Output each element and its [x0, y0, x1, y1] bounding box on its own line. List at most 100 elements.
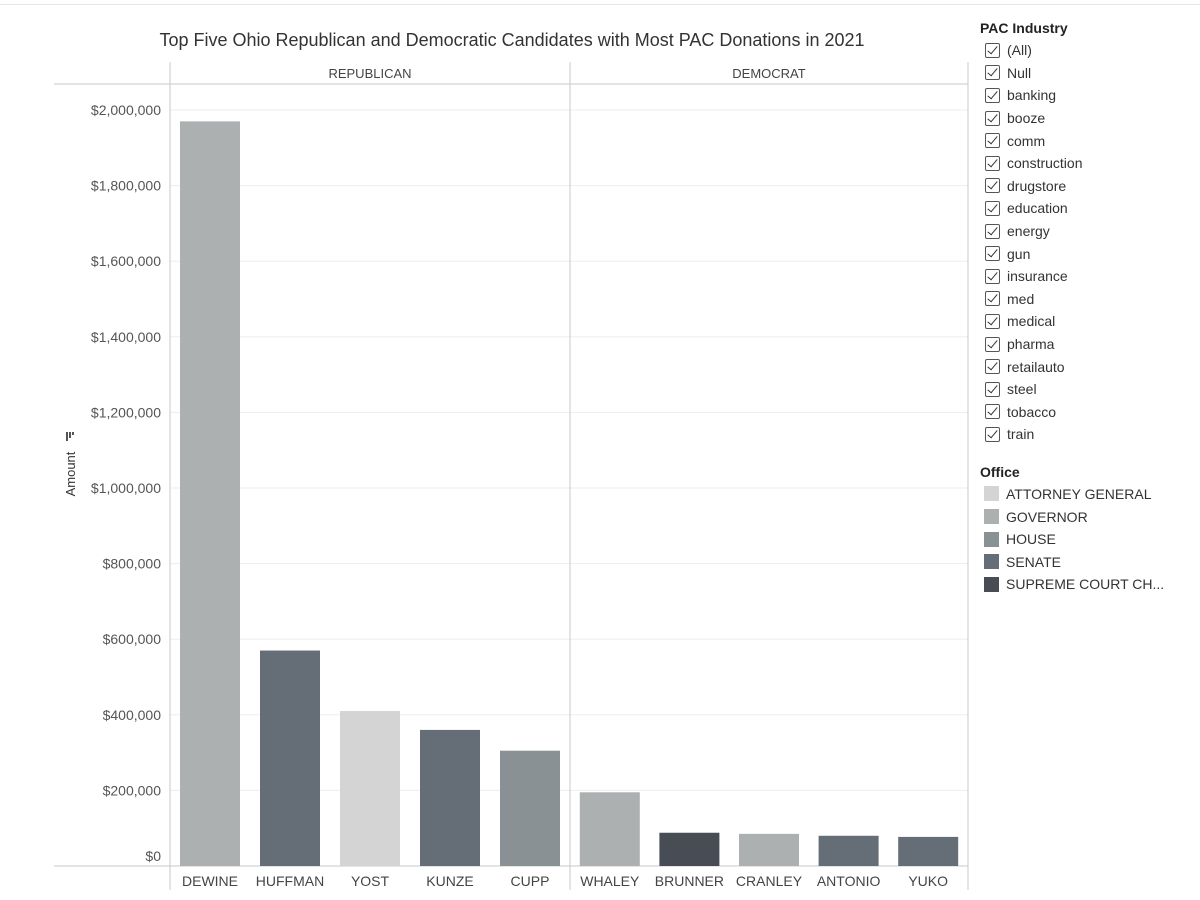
bar: [500, 750, 560, 866]
filter-item[interactable]: retailauto: [980, 355, 1195, 378]
x-tick-label: BRUNNER: [655, 873, 724, 889]
filter-item-label: steel: [1007, 381, 1037, 398]
y-tick-label: $400,000: [103, 707, 162, 723]
filter-item-label: insurance: [1007, 268, 1068, 285]
office-legend-item[interactable]: SUPREME COURT CH...: [980, 573, 1195, 596]
filter-item[interactable]: insurance: [980, 265, 1195, 288]
filter-item-label: Null: [1007, 64, 1032, 81]
x-tick-label: HUFFMAN: [256, 873, 324, 889]
filter-item-label: construction: [1007, 155, 1083, 172]
checkbox-checked-icon[interactable]: [985, 359, 1000, 375]
checkbox-checked-icon[interactable]: [985, 87, 1000, 103]
y-tick-label: $1,200,000: [91, 404, 161, 420]
filter-item-label: energy: [1007, 223, 1050, 240]
office-legend-label: HOUSE: [1006, 531, 1056, 548]
color-swatch: [984, 486, 999, 502]
filter-item[interactable]: (All): [980, 39, 1195, 62]
bar: [898, 836, 959, 866]
bar: [739, 833, 799, 866]
filter-item[interactable]: medical: [980, 310, 1195, 333]
panel-header: REPUBLICAN: [328, 66, 411, 81]
filter-item[interactable]: education: [980, 197, 1195, 220]
top-divider: [0, 4, 1200, 5]
office-legend-title: Office: [980, 463, 1020, 480]
filter-item[interactable]: drugstore: [980, 175, 1195, 198]
checkbox-checked-icon[interactable]: [985, 178, 1000, 194]
filter-item[interactable]: energy: [980, 220, 1195, 243]
filter-item-label: medical: [1007, 313, 1056, 330]
color-swatch: [984, 509, 999, 525]
office-legend-item[interactable]: SENATE: [980, 550, 1195, 573]
bar: [260, 650, 320, 866]
filter-item-label: med: [1007, 290, 1035, 307]
office-legend-label: SENATE: [1006, 553, 1061, 570]
filter-item-label: train: [1007, 426, 1035, 443]
checkbox-checked-icon[interactable]: [985, 223, 1000, 239]
filter-item-label: gun: [1007, 245, 1031, 262]
color-swatch: [984, 531, 999, 547]
checkbox-checked-icon[interactable]: [985, 133, 1000, 149]
checkbox-checked-icon[interactable]: [985, 42, 1000, 58]
checkbox-checked-icon[interactable]: [985, 426, 1000, 442]
office-legend-label: SUPREME COURT CH...: [1006, 576, 1165, 593]
checkbox-checked-icon[interactable]: [985, 381, 1000, 397]
x-tick-label: CUPP: [511, 873, 550, 889]
y-tick-label: $1,000,000: [91, 480, 161, 496]
bar-chart: Top Five Ohio Republican and Democratic …: [54, 30, 969, 890]
filter-item[interactable]: steel: [980, 378, 1195, 401]
office-legend-label: GOVERNOR: [1006, 508, 1088, 525]
bar: [579, 792, 640, 866]
y-tick-label: $600,000: [103, 631, 162, 647]
checkbox-checked-icon[interactable]: [985, 313, 1000, 329]
filter-item-label: pharma: [1007, 336, 1055, 353]
filter-item[interactable]: booze: [980, 107, 1195, 130]
filter-item[interactable]: banking: [980, 84, 1195, 107]
checkbox-checked-icon[interactable]: [985, 110, 1000, 126]
checkbox-checked-icon[interactable]: [985, 268, 1000, 284]
checkbox-checked-icon[interactable]: [985, 200, 1000, 216]
checkbox-checked-icon[interactable]: [985, 291, 1000, 307]
x-tick-label: ANTONIO: [817, 873, 881, 889]
y-tick-label: $0: [145, 848, 161, 864]
x-tick-label: WHALEY: [580, 873, 640, 889]
legend-panel: PAC Industry (All) Null banking booze comm co…: [980, 20, 1195, 596]
x-tick-label: YOST: [351, 873, 390, 889]
bar: [180, 121, 240, 867]
sort-icon: [66, 432, 74, 441]
checkbox-checked-icon[interactable]: [985, 336, 1000, 352]
filter-item[interactable]: construction: [980, 152, 1195, 175]
x-tick-label: CRANLEY: [736, 873, 803, 889]
filter-item-label: retailauto: [1007, 358, 1065, 375]
bar: [818, 835, 879, 866]
x-tick-label: YUKO: [908, 873, 948, 889]
filter-item[interactable]: gun: [980, 242, 1195, 265]
office-legend-list: ATTORNEY GENERAL GOVERNOR HOUSE SENATE SUPRE…: [980, 483, 1195, 596]
y-tick-label: $1,400,000: [91, 329, 161, 345]
bar: [340, 711, 400, 866]
filter-item[interactable]: train: [980, 423, 1195, 446]
office-legend-item[interactable]: GOVERNOR: [980, 505, 1195, 528]
filter-item[interactable]: pharma: [980, 333, 1195, 356]
chart-title: Top Five Ohio Republican and Democratic …: [159, 30, 864, 50]
filter-item-label: (All): [1007, 42, 1032, 59]
y-tick-label: $2,000,000: [91, 102, 161, 118]
filter-item-label: education: [1007, 200, 1068, 217]
checkbox-checked-icon[interactable]: [985, 65, 1000, 81]
office-legend-item[interactable]: ATTORNEY GENERAL: [980, 483, 1195, 506]
filter-item[interactable]: tobacco: [980, 401, 1195, 424]
office-legend-label: ATTORNEY GENERAL: [1006, 485, 1152, 502]
bar: [659, 832, 720, 866]
panel-header: DEMOCRAT: [732, 66, 805, 81]
office-legend: Office ATTORNEY GENERAL GOVERNOR HOUSE SENA…: [980, 464, 1195, 596]
checkbox-checked-icon[interactable]: [985, 246, 1000, 262]
checkbox-checked-icon[interactable]: [985, 155, 1000, 171]
x-tick-label: DEWINE: [182, 873, 238, 889]
filter-item[interactable]: Null: [980, 62, 1195, 85]
office-legend-item[interactable]: HOUSE: [980, 528, 1195, 551]
filter-item-label: comm: [1007, 132, 1046, 149]
y-tick-label: $1,800,000: [91, 178, 161, 194]
filter-item-label: booze: [1007, 110, 1046, 127]
filter-item[interactable]: med: [980, 288, 1195, 311]
checkbox-checked-icon[interactable]: [985, 404, 1000, 420]
filter-item[interactable]: comm: [980, 129, 1195, 152]
